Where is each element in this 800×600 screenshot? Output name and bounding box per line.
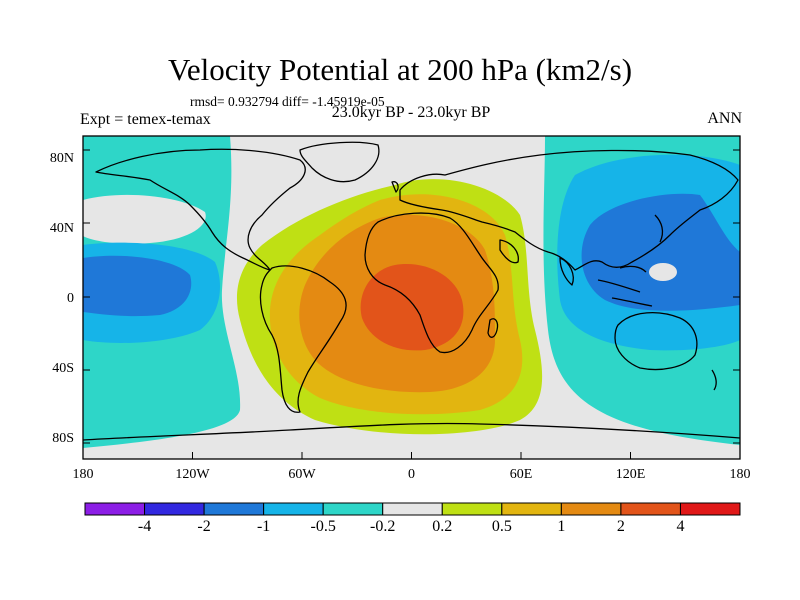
longitude-label: 60E (509, 467, 533, 482)
latitude-label: 80S (52, 431, 74, 447)
longitude-label: 180 (729, 467, 751, 482)
colorbar-box (501, 502, 562, 516)
field-band-blue-west (83, 255, 192, 317)
latitude-label: 40S (52, 361, 74, 377)
colorbar-label: -0.5 (310, 518, 336, 535)
colorbar-label: 4 (676, 518, 685, 535)
map-title: Velocity Potential at 200 hPa (km2/s) (167, 52, 633, 87)
colorbar-label: -0.2 (370, 518, 396, 535)
colorbar-box (84, 502, 146, 516)
colorbar (84, 502, 741, 516)
colorbar-box (382, 502, 443, 516)
period-label: 23.0kyr BP - 23.0kyr BP (331, 104, 491, 121)
colorbar-box (620, 502, 681, 516)
field-spot-east (649, 263, 677, 281)
coastlines (83, 141, 740, 441)
colorbar-box (263, 502, 324, 516)
longitude-label: 0 (408, 467, 415, 482)
colorbar-box (441, 502, 503, 516)
colorbar-label: -4 (137, 518, 152, 535)
field-band-neutral-northwest (83, 194, 206, 244)
colorbar-label: -1 (256, 518, 271, 535)
longitude-label: 180 (72, 467, 94, 482)
season-label: ANN (707, 110, 742, 127)
colorbar-label: 0.5 (491, 518, 512, 535)
field-band-blue-east (581, 193, 740, 311)
colorbar-box (144, 502, 205, 516)
colorbar-label: 0.2 (432, 518, 453, 535)
latitude-label: 0 (67, 291, 74, 307)
colorbar-box (203, 502, 265, 516)
colorbar-box (322, 502, 384, 516)
colorbar-box (560, 502, 622, 516)
latitude-label: 80N (49, 151, 74, 167)
map-ticks (82, 149, 741, 459)
colorbar-box (679, 502, 741, 516)
colorbar-label: 1 (557, 518, 566, 535)
colorbar-label: 2 (616, 518, 625, 535)
stats-line: rmsd= 0.932794 diff= -1.45919e-05 (190, 94, 385, 109)
longitude-label: 120W (175, 467, 210, 482)
experiment-label: Expt = temex-temax (80, 111, 211, 128)
latitude-label: 40N (49, 221, 74, 237)
longitude-label: 120E (615, 467, 646, 482)
longitude-label: 60W (288, 467, 316, 482)
colorbar-label: -2 (197, 518, 211, 535)
